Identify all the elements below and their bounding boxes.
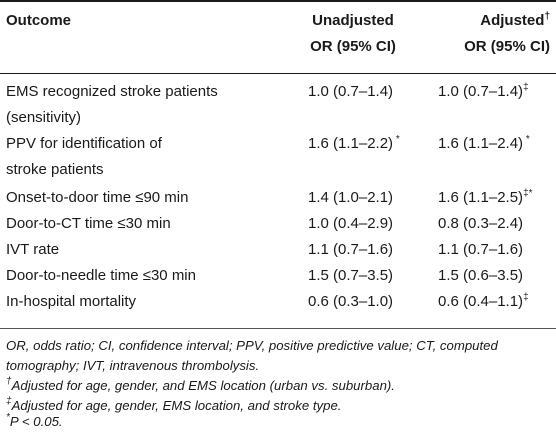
adjusted-mark: ‡ — [523, 82, 529, 93]
table-row-unadjusted: 1.0 (0.4–2.9) — [308, 211, 393, 237]
table-row-adjusted: 1.5 (0.6–3.5) — [438, 263, 523, 289]
footnote-dagger: †Adjusted for age, gender, and EMS locat… — [6, 376, 551, 396]
unadjusted-value: 0.6 (0.3–1.0) — [308, 293, 394, 310]
unadjusted-value: 1.4 (1.0–2.1) — [308, 189, 394, 206]
table-row-adjusted: 1.6 (1.1–2.4) * — [438, 131, 530, 157]
unadjusted-value: 1.1 (0.7–1.6) — [308, 241, 394, 258]
unadjusted-value: 1.0 (0.4–2.9) — [308, 215, 394, 232]
header-unadjusted: Unadjusted OR (95% CI) — [293, 8, 413, 60]
header-adjusted: Adjusted† OR (95% CI) — [430, 8, 550, 60]
table-row-outcome: PPV for identification of stroke patient… — [6, 131, 276, 183]
adjusted-value: 0.6 (0.4–1.1) — [438, 293, 524, 310]
footnote-double-dagger-text: Adjusted for age, gender, EMS location, … — [11, 398, 342, 413]
header-adjusted-mark: † — [544, 11, 550, 22]
table-row-unadjusted: 0.6 (0.3–1.0) — [308, 289, 393, 315]
table-row-unadjusted: 1.6 (1.1–2.2) * — [308, 131, 400, 157]
table-row-outcome: Onset-to-door time ≤90 min — [6, 189, 189, 206]
outcome-line2: (sensitivity) — [6, 109, 82, 126]
footnote-significance-mark: * — [6, 412, 10, 423]
adjusted-mark: ‡* — [523, 188, 533, 199]
header-unadjusted-line2: OR (95% CI) — [310, 38, 396, 55]
adjusted-value: 1.1 (0.7–1.6) — [438, 241, 524, 258]
outcome-line1: EMS recognized stroke patients — [6, 83, 218, 100]
table-row-outcome: In-hospital mortality — [6, 293, 137, 310]
table-row-unadjusted: 1.4 (1.0–2.1) — [308, 185, 393, 211]
header-adjusted-line2: OR (95% CI) — [464, 38, 550, 55]
footnote-significance-text: P < 0.05. — [9, 414, 63, 429]
table-row-outcome: EMS recognized stroke patients (sensitiv… — [6, 79, 276, 131]
unadjusted-mark: * — [393, 134, 400, 145]
adjusted-mark: * — [523, 134, 530, 145]
table-row-adjusted: 1.6 (1.1–2.5)‡* — [438, 185, 533, 211]
footnote-dagger-mark: † — [6, 376, 12, 387]
table-row-adjusted: 0.6 (0.4–1.1)‡ — [438, 289, 529, 315]
table-row-adjusted: 1.1 (0.7–1.6) — [438, 237, 523, 263]
table-row-unadjusted: 1.1 (0.7–1.6) — [308, 237, 393, 263]
table-top-rule — [0, 0, 556, 2]
table-row-outcome: Door-to-CT time ≤30 min — [6, 215, 171, 232]
header-unadjusted-line1: Unadjusted — [312, 12, 394, 29]
table-row-unadjusted: 1.0 (0.7–1.4) — [308, 79, 393, 105]
unadjusted-value: 1.0 (0.7–1.4) — [308, 83, 394, 100]
footnote-double-dagger-mark: ‡ — [6, 396, 12, 407]
outcome-line2: stroke patients — [6, 161, 104, 178]
table-row-outcome: Door-to-needle time ≤30 min — [6, 267, 196, 284]
footnote-double-dagger: ‡Adjusted for age, gender, EMS location,… — [6, 396, 551, 416]
footnote-abbreviations-line1: OR, odds ratio; CI, confidence interval;… — [6, 338, 498, 353]
table-row-adjusted: 0.8 (0.3–2.4) — [438, 211, 523, 237]
footnote-dagger-text: Adjusted for age, gender, and EMS locati… — [11, 378, 395, 393]
table-row-outcome: IVT rate — [6, 241, 60, 258]
header-outcome: Outcome — [6, 12, 72, 29]
footnote-abbreviations-line2: tomography; IVT, intravenous thrombolysi… — [6, 358, 260, 373]
footnote-significance: *P < 0.05. — [6, 412, 551, 432]
adjusted-value: 1.6 (1.1–2.5) — [438, 189, 524, 206]
header-rule — [0, 73, 556, 74]
unadjusted-value: 1.5 (0.7–3.5) — [308, 267, 394, 284]
adjusted-value: 0.8 (0.3–2.4) — [438, 215, 524, 232]
header-adjusted-line1: Adjusted — [480, 12, 545, 29]
adjusted-mark: ‡ — [523, 292, 529, 303]
table-row-unadjusted: 1.5 (0.7–3.5) — [308, 263, 393, 289]
footnote-abbreviations: OR, odds ratio; CI, confidence interval;… — [6, 336, 551, 376]
unadjusted-value: 1.6 (1.1–2.2) — [308, 135, 394, 152]
table-row-adjusted: 1.0 (0.7–1.4)‡ — [438, 79, 529, 105]
adjusted-value: 1.6 (1.1–2.4) — [438, 135, 524, 152]
table-bottom-rule — [0, 328, 556, 329]
adjusted-value: 1.0 (0.7–1.4) — [438, 83, 524, 100]
adjusted-value: 1.5 (0.6–3.5) — [438, 267, 524, 284]
outcome-line1: PPV for identification of — [6, 135, 162, 152]
